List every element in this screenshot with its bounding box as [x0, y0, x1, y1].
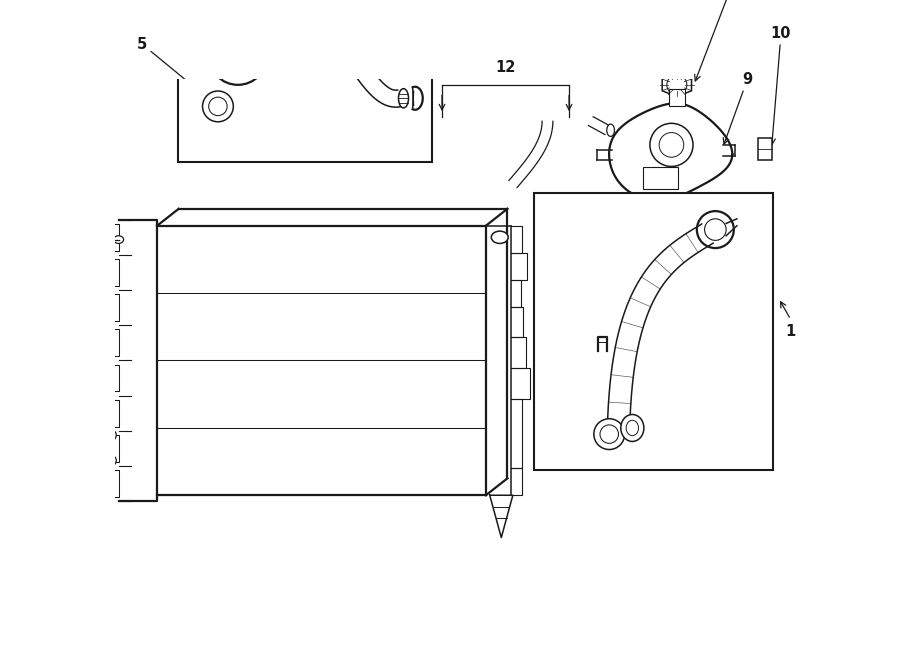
Circle shape: [202, 91, 233, 122]
Circle shape: [105, 455, 116, 466]
Text: 1: 1: [786, 324, 796, 339]
Text: 6: 6: [371, 97, 415, 113]
Ellipse shape: [491, 231, 508, 244]
Ellipse shape: [607, 124, 615, 136]
Text: 2: 2: [645, 206, 711, 221]
Circle shape: [105, 430, 116, 441]
Text: 8: 8: [0, 661, 1, 662]
Ellipse shape: [399, 89, 409, 108]
Bar: [178, 0, 432, 162]
Circle shape: [209, 26, 267, 85]
Bar: [643, 167, 678, 189]
Circle shape: [594, 419, 625, 449]
Text: 3: 3: [559, 418, 605, 436]
Circle shape: [667, 75, 687, 95]
Text: 4: 4: [593, 324, 603, 344]
Bar: [758, 138, 771, 160]
Text: 12: 12: [495, 60, 516, 75]
Ellipse shape: [113, 236, 123, 244]
Text: 5: 5: [137, 36, 215, 104]
Text: 9: 9: [724, 72, 752, 144]
Circle shape: [697, 211, 734, 248]
Text: 7: 7: [221, 103, 237, 119]
Text: 11: 11: [695, 0, 755, 81]
Bar: [669, 89, 685, 107]
Ellipse shape: [621, 414, 644, 442]
Text: 10: 10: [770, 26, 791, 144]
Bar: [535, 193, 773, 470]
Circle shape: [650, 123, 693, 166]
